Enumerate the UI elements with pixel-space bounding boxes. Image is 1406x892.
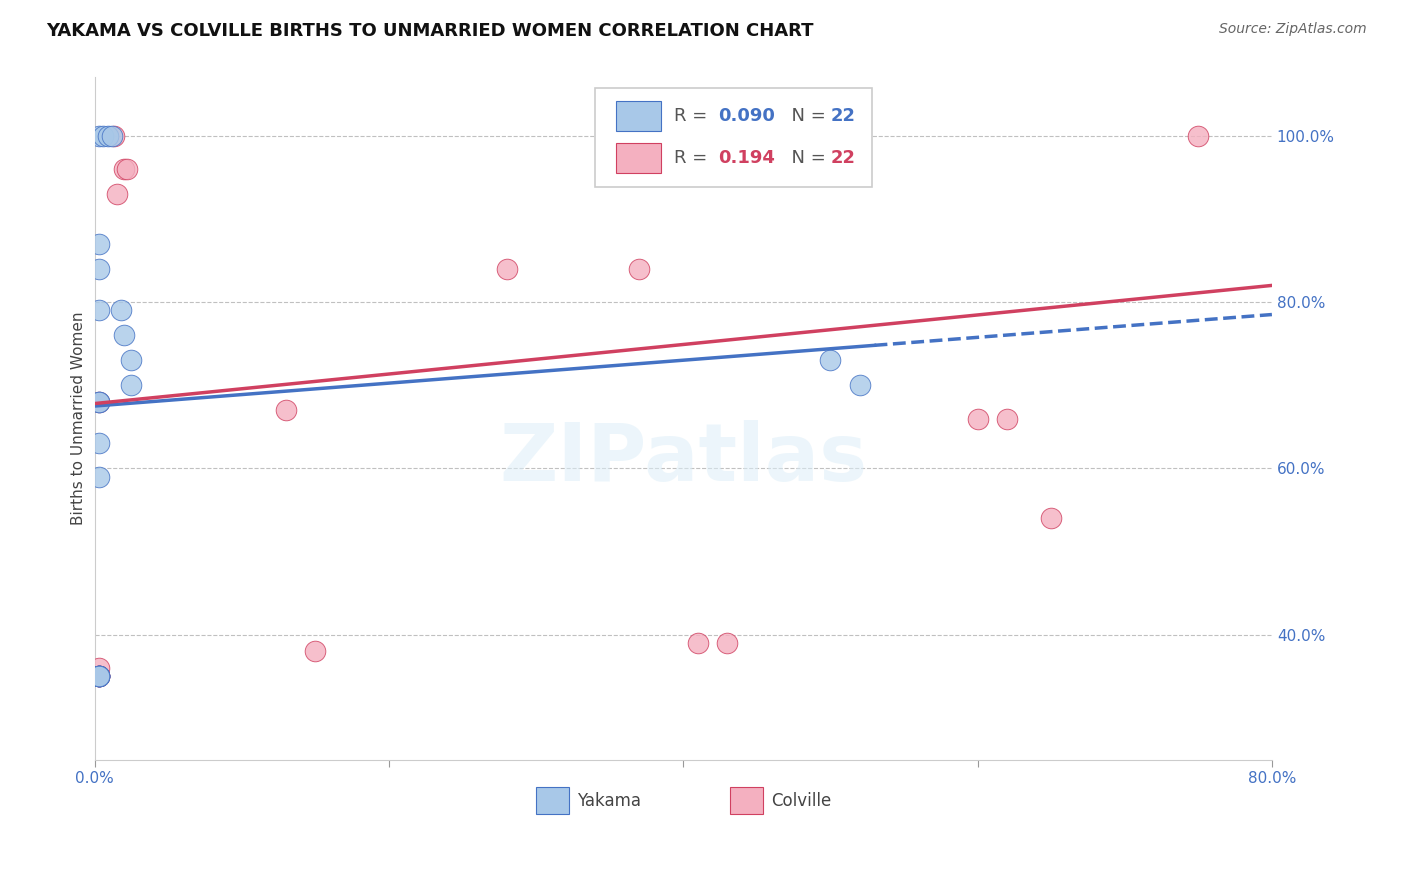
Point <box>87 669 110 683</box>
Point <box>995 411 1018 425</box>
Point <box>1187 128 1209 143</box>
Text: R =: R = <box>673 149 713 168</box>
Point <box>495 261 517 276</box>
Point <box>112 328 135 343</box>
Point <box>87 395 110 409</box>
Point <box>628 261 651 276</box>
Point <box>87 395 110 409</box>
Text: Yakama: Yakama <box>578 791 641 810</box>
Text: 0.194: 0.194 <box>718 149 776 168</box>
Point <box>1040 511 1063 525</box>
Point <box>87 669 110 683</box>
Bar <box>730 787 763 814</box>
Point <box>101 128 124 143</box>
Point <box>112 161 135 176</box>
Point <box>849 128 872 143</box>
Point <box>87 669 110 683</box>
Y-axis label: Births to Unmarried Women: Births to Unmarried Women <box>72 312 86 525</box>
Point <box>274 403 297 417</box>
Bar <box>616 144 661 173</box>
Point <box>87 669 110 683</box>
Point <box>87 669 110 683</box>
Point <box>87 303 110 318</box>
Text: Source: ZipAtlas.com: Source: ZipAtlas.com <box>1219 22 1367 37</box>
Text: 0.090: 0.090 <box>718 107 776 125</box>
Point <box>87 469 110 483</box>
Point <box>87 661 110 675</box>
Point <box>115 161 138 176</box>
Text: YAKAMA VS COLVILLE BIRTHS TO UNMARRIED WOMEN CORRELATION CHART: YAKAMA VS COLVILLE BIRTHS TO UNMARRIED W… <box>46 22 814 40</box>
FancyBboxPatch shape <box>595 87 872 186</box>
Point <box>686 636 709 650</box>
Point <box>87 395 110 409</box>
Text: ZIPatlas: ZIPatlas <box>499 420 868 499</box>
Point <box>120 353 142 368</box>
Bar <box>616 101 661 131</box>
Point <box>87 436 110 450</box>
Point <box>105 186 128 201</box>
Point <box>820 136 842 151</box>
Point <box>110 303 132 318</box>
Point <box>97 128 120 143</box>
Point <box>87 669 110 683</box>
Text: 22: 22 <box>831 107 855 125</box>
Point <box>304 644 326 658</box>
Point <box>87 669 110 683</box>
Point <box>87 669 110 683</box>
Point <box>87 261 110 276</box>
Point <box>849 378 872 392</box>
Point <box>87 236 110 251</box>
Point <box>716 636 738 650</box>
Point <box>120 378 142 392</box>
Text: 22: 22 <box>831 149 855 168</box>
Point <box>87 128 110 143</box>
Text: N =: N = <box>780 107 831 125</box>
Point <box>820 353 842 368</box>
Point <box>103 128 125 143</box>
Point <box>93 128 115 143</box>
Text: R =: R = <box>673 107 713 125</box>
Text: Colville: Colville <box>772 791 832 810</box>
Point <box>87 669 110 683</box>
Bar <box>536 787 569 814</box>
Text: N =: N = <box>780 149 831 168</box>
Point <box>966 411 988 425</box>
